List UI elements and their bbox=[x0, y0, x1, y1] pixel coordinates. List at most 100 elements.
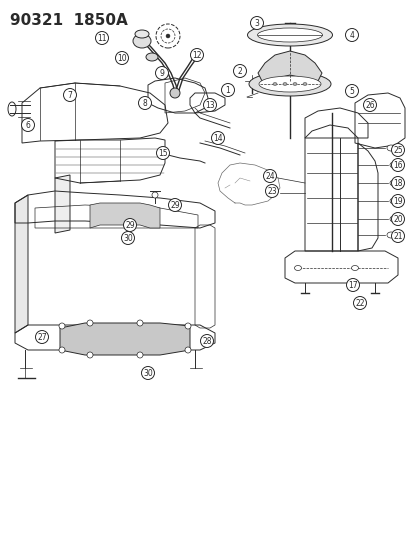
Ellipse shape bbox=[389, 162, 397, 168]
Text: 30: 30 bbox=[123, 233, 133, 243]
Circle shape bbox=[87, 320, 93, 326]
Circle shape bbox=[211, 132, 224, 144]
Circle shape bbox=[391, 143, 404, 157]
Circle shape bbox=[203, 99, 216, 111]
Circle shape bbox=[353, 296, 366, 310]
Circle shape bbox=[121, 231, 134, 245]
Circle shape bbox=[263, 169, 276, 182]
Ellipse shape bbox=[135, 30, 149, 38]
Circle shape bbox=[156, 147, 169, 159]
Ellipse shape bbox=[272, 83, 276, 85]
Text: 29: 29 bbox=[125, 221, 135, 230]
Circle shape bbox=[152, 192, 158, 198]
Text: 30: 30 bbox=[143, 368, 152, 377]
Text: 5: 5 bbox=[349, 86, 354, 95]
Circle shape bbox=[95, 31, 108, 44]
Text: 21: 21 bbox=[392, 231, 402, 240]
Circle shape bbox=[200, 335, 213, 348]
Text: 25: 25 bbox=[392, 146, 402, 155]
Circle shape bbox=[138, 96, 151, 109]
Ellipse shape bbox=[389, 216, 397, 222]
Circle shape bbox=[59, 347, 65, 353]
Text: 18: 18 bbox=[392, 179, 402, 188]
Text: 17: 17 bbox=[347, 280, 357, 289]
Circle shape bbox=[141, 367, 154, 379]
Ellipse shape bbox=[146, 53, 158, 61]
Circle shape bbox=[250, 17, 263, 29]
Ellipse shape bbox=[133, 34, 151, 48]
Text: 14: 14 bbox=[213, 133, 222, 142]
Text: 3: 3 bbox=[254, 19, 259, 28]
Circle shape bbox=[123, 219, 136, 231]
Circle shape bbox=[391, 176, 404, 190]
Text: 13: 13 bbox=[205, 101, 214, 109]
Ellipse shape bbox=[386, 232, 394, 238]
Circle shape bbox=[87, 352, 93, 358]
Text: 29: 29 bbox=[170, 200, 179, 209]
Ellipse shape bbox=[259, 76, 320, 92]
Ellipse shape bbox=[389, 180, 397, 186]
Polygon shape bbox=[90, 203, 159, 228]
Text: 15: 15 bbox=[158, 149, 167, 157]
Text: 28: 28 bbox=[202, 336, 211, 345]
Circle shape bbox=[155, 67, 168, 79]
Polygon shape bbox=[60, 323, 190, 355]
Text: 22: 22 bbox=[354, 298, 364, 308]
Circle shape bbox=[185, 347, 190, 353]
Text: 27: 27 bbox=[37, 333, 47, 342]
Circle shape bbox=[185, 323, 190, 329]
Circle shape bbox=[391, 195, 404, 207]
Circle shape bbox=[59, 323, 65, 329]
Text: 2: 2 bbox=[237, 67, 242, 76]
Text: 11: 11 bbox=[97, 34, 107, 43]
Ellipse shape bbox=[302, 83, 306, 85]
Ellipse shape bbox=[292, 83, 296, 85]
Circle shape bbox=[36, 330, 48, 343]
Text: 12: 12 bbox=[192, 51, 201, 60]
Circle shape bbox=[137, 320, 142, 326]
Circle shape bbox=[346, 279, 358, 292]
Circle shape bbox=[345, 28, 358, 42]
Text: 6: 6 bbox=[26, 120, 31, 130]
Circle shape bbox=[363, 99, 375, 111]
Text: 8: 8 bbox=[142, 99, 147, 108]
Circle shape bbox=[265, 184, 278, 198]
Text: 23: 23 bbox=[266, 187, 276, 196]
Polygon shape bbox=[257, 51, 321, 81]
Circle shape bbox=[391, 213, 404, 225]
Circle shape bbox=[156, 24, 180, 48]
Circle shape bbox=[391, 158, 404, 172]
Circle shape bbox=[115, 52, 128, 64]
Text: 9: 9 bbox=[159, 69, 164, 77]
Ellipse shape bbox=[386, 145, 394, 151]
Ellipse shape bbox=[247, 24, 332, 46]
Text: 10: 10 bbox=[117, 53, 126, 62]
Circle shape bbox=[391, 230, 404, 243]
Text: 90321  1850A: 90321 1850A bbox=[10, 13, 128, 28]
Circle shape bbox=[221, 84, 234, 96]
Text: 16: 16 bbox=[392, 160, 402, 169]
Text: 1: 1 bbox=[225, 85, 230, 94]
Circle shape bbox=[166, 34, 170, 38]
Ellipse shape bbox=[282, 83, 286, 85]
Text: 26: 26 bbox=[364, 101, 374, 109]
Ellipse shape bbox=[294, 265, 301, 271]
Circle shape bbox=[170, 88, 180, 98]
Circle shape bbox=[233, 64, 246, 77]
Text: 20: 20 bbox=[392, 214, 402, 223]
Text: 7: 7 bbox=[67, 91, 72, 100]
Ellipse shape bbox=[351, 265, 358, 271]
Circle shape bbox=[21, 118, 34, 132]
Polygon shape bbox=[15, 195, 28, 333]
Text: 4: 4 bbox=[349, 30, 354, 39]
Ellipse shape bbox=[257, 28, 322, 42]
Circle shape bbox=[345, 85, 358, 98]
Text: 24: 24 bbox=[265, 172, 274, 181]
Text: 19: 19 bbox=[392, 197, 402, 206]
Circle shape bbox=[168, 198, 181, 212]
Ellipse shape bbox=[248, 72, 330, 96]
Circle shape bbox=[63, 88, 76, 101]
Ellipse shape bbox=[389, 198, 397, 204]
Circle shape bbox=[137, 352, 142, 358]
Circle shape bbox=[190, 49, 203, 61]
